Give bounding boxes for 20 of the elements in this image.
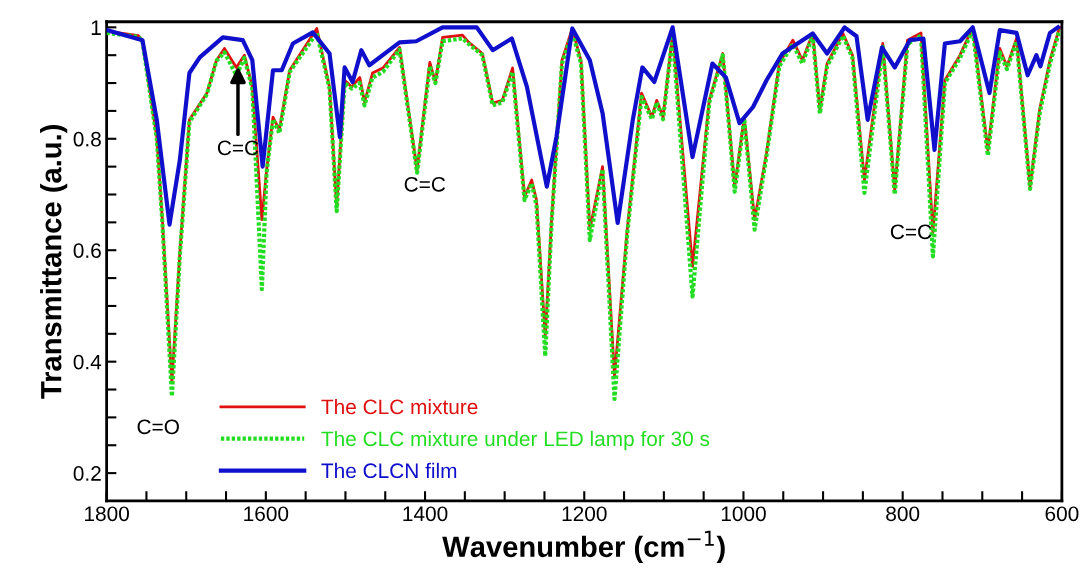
x-tick-label: 800: [886, 506, 920, 522]
annotation: C=C: [890, 224, 932, 240]
x-tick-label: 1400: [403, 506, 448, 522]
legend-label: The CLC mixture: [321, 398, 478, 415]
legend-label: The CLCN film: [321, 462, 457, 479]
y-tick-label: 0.8: [73, 131, 101, 147]
annotation: C=C: [404, 176, 446, 192]
x-tick-label: 1800: [85, 506, 129, 522]
annotation: C=O: [137, 419, 179, 435]
y-tick-label: 0.6: [73, 243, 101, 258]
x-axis-title: Wavenumber (cm$^{−1}$): [442, 530, 725, 563]
y-tick-label: 1: [91, 20, 101, 35]
x-tick-label: 600: [1045, 506, 1079, 522]
legend-label: The CLC mixture under LED lamp for 30 s: [321, 430, 710, 451]
x-tick-label: 1200: [562, 506, 607, 522]
y-tick-label: 0.4: [73, 354, 102, 370]
x-tick-label: 1000: [721, 506, 766, 522]
y-tick-label: 0.2: [73, 466, 101, 481]
x-tick-label: 1600: [244, 506, 289, 522]
y-axis-title: Transmittance (a.u.): [40, 125, 68, 399]
